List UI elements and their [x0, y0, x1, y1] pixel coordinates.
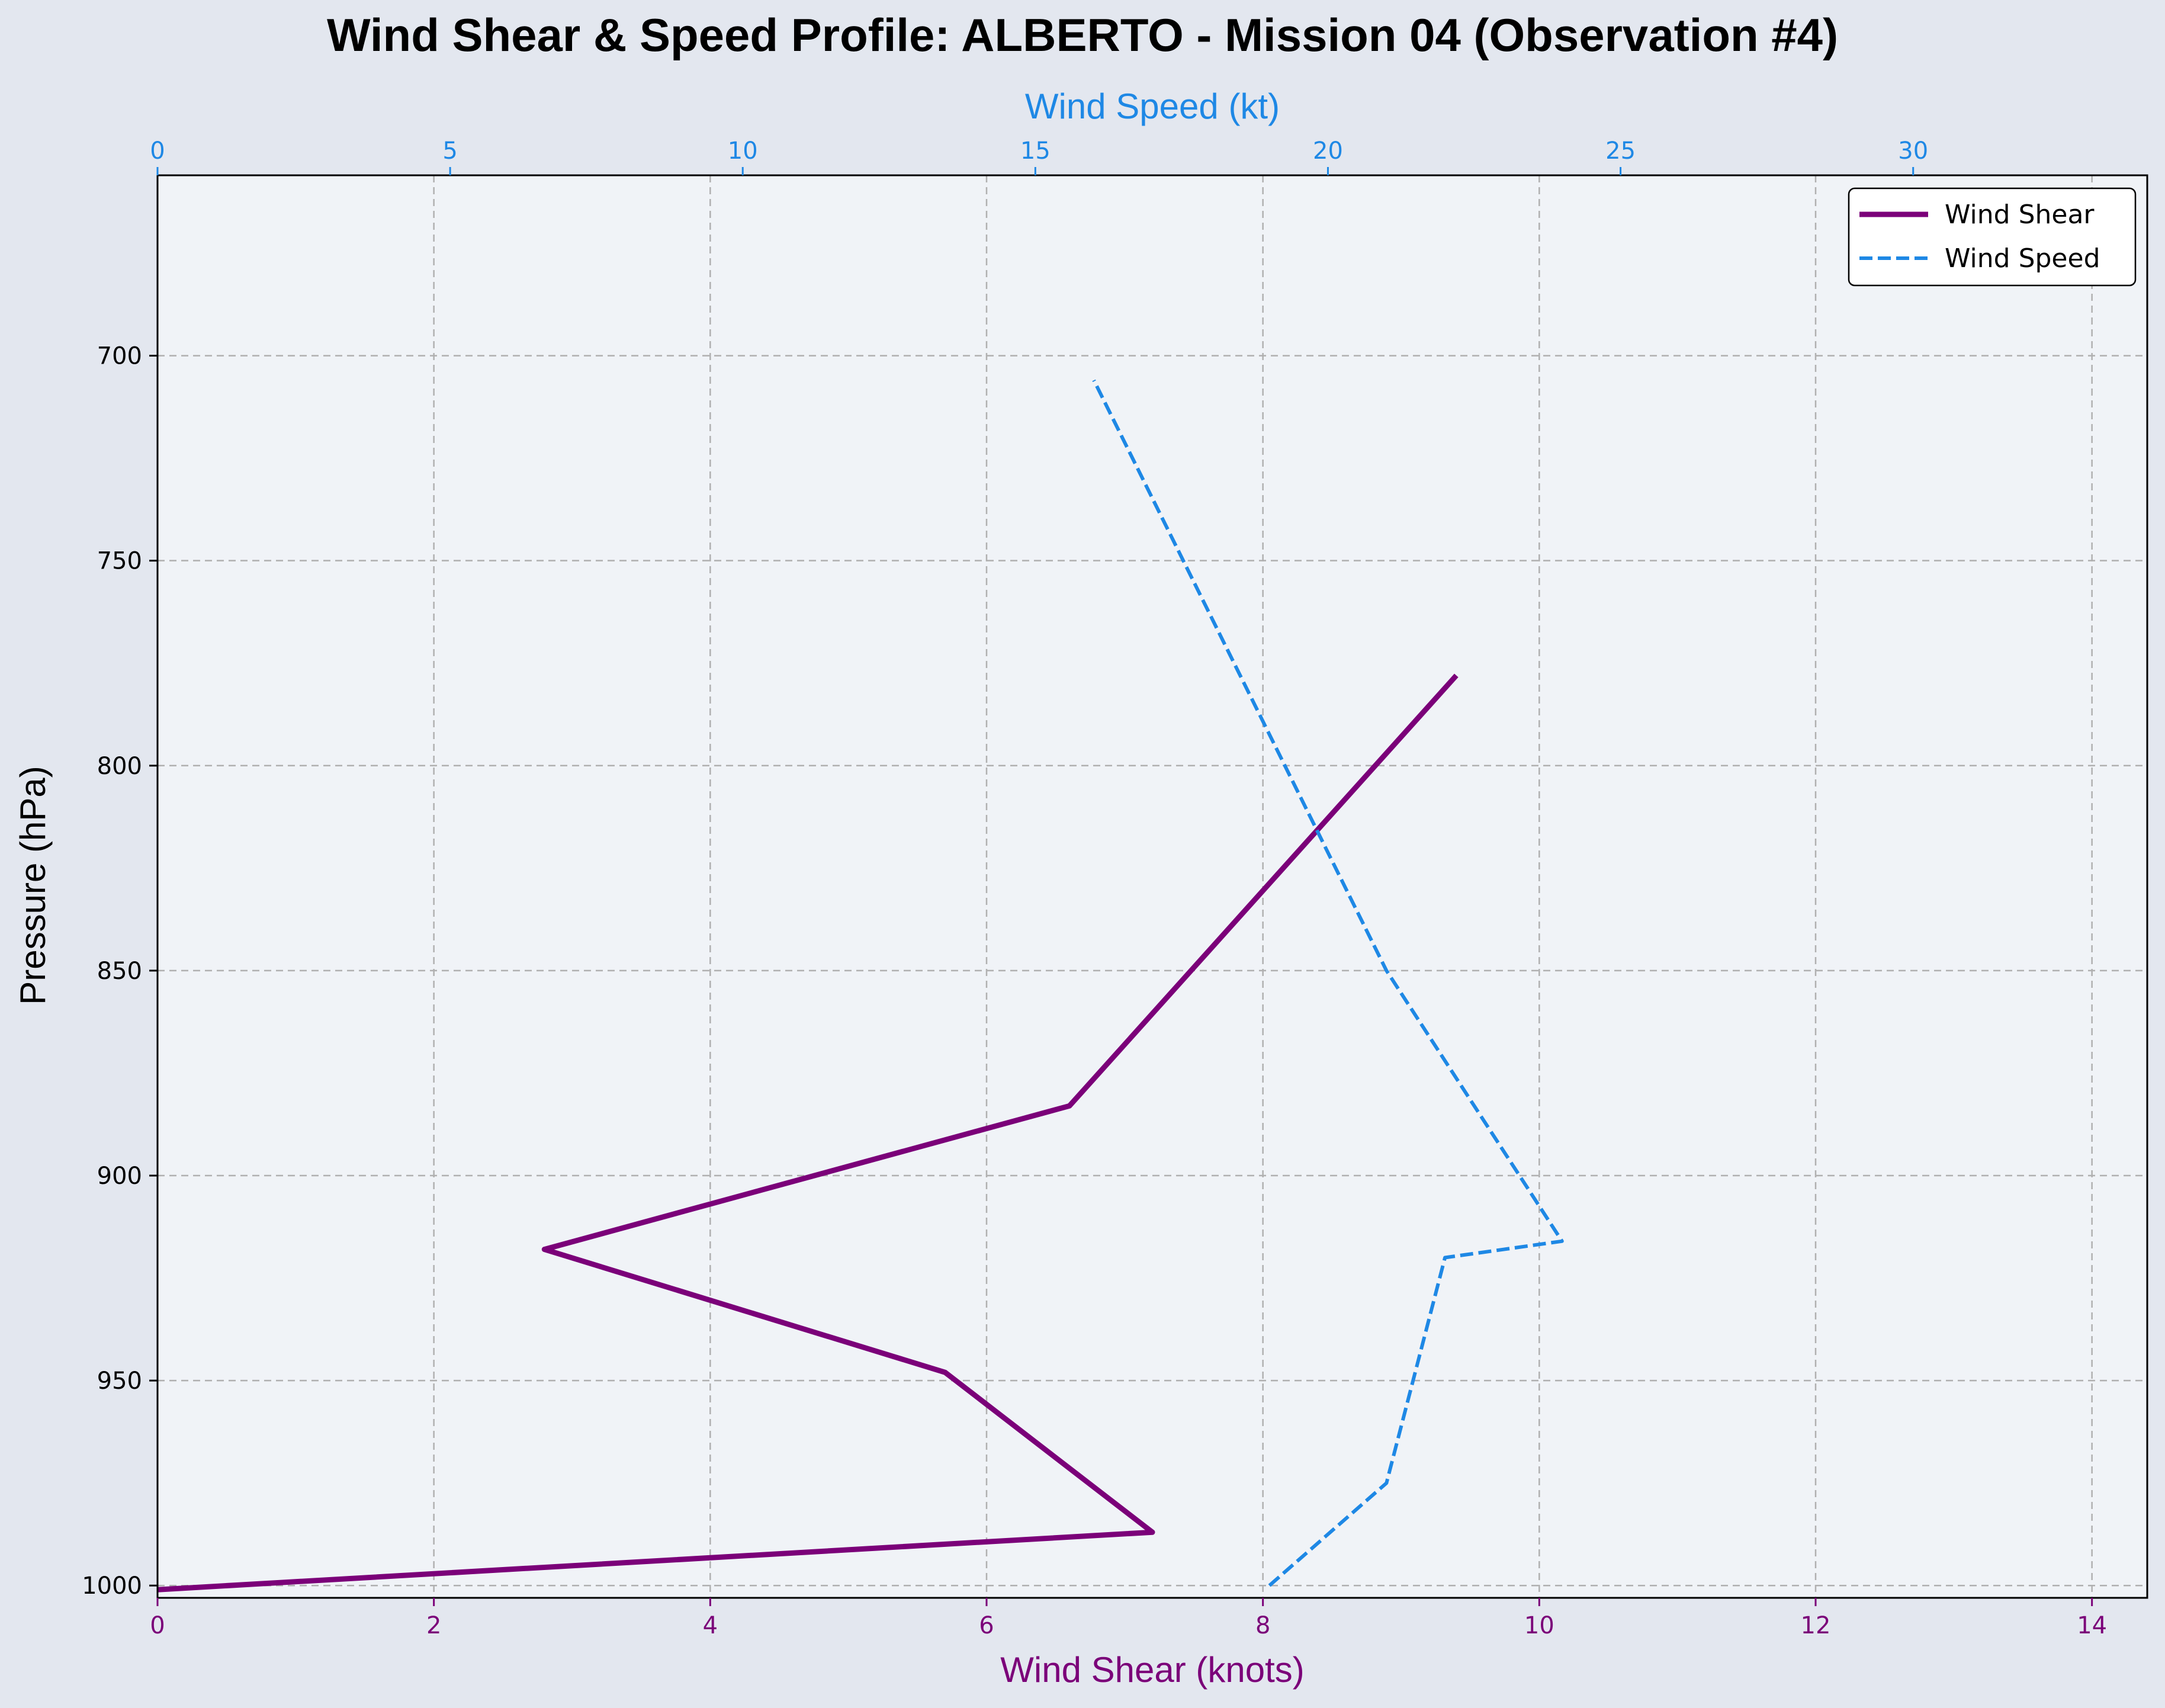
plot-frame	[156, 174, 2148, 1599]
y-tick-label: 700	[97, 343, 142, 370]
x-bottom-tick-label: 10	[1524, 1612, 1554, 1639]
series-layer	[157, 379, 1564, 1593]
x-top-tick-label: 25	[1605, 137, 1636, 165]
ticks: 0 2 4 6 8 10 12 14 700 750 800 850 900 950 1000 0 5 10 15 2…	[82, 137, 2107, 1639]
x-top-tick-label: 0	[150, 137, 165, 165]
y-tick-label: 750	[97, 548, 142, 575]
legend-label-wind-shear: Wind Shear	[1945, 200, 2095, 230]
x-bottom-tick-label: 6	[979, 1612, 994, 1639]
x-top-tick-label: 30	[1898, 137, 1928, 165]
y-tick-label: 950	[97, 1367, 142, 1395]
x-bottom-tick-label: 12	[1801, 1612, 1831, 1639]
y-axis-label: Pressure (hPa)	[13, 766, 53, 1004]
chart-title: Wind Shear & Speed Profile: ALBERTO - Mi…	[327, 9, 1838, 61]
x-bottom-tick-label: 14	[2077, 1612, 2107, 1639]
x-bottom-tick-label: 2	[426, 1612, 441, 1639]
x-top-tick-label: 15	[1020, 137, 1051, 165]
x-bottom-tick-label: 0	[150, 1612, 165, 1639]
grid	[156, 175, 2147, 1598]
series-line-wind-shear	[157, 673, 1459, 1593]
legend: Wind Shear Wind Speed	[1848, 187, 2137, 287]
y-tick-label: 850	[97, 958, 142, 985]
legend-label-wind-speed: Wind Speed	[1945, 243, 2100, 274]
x-bottom-tick-label: 4	[703, 1612, 718, 1639]
x-top-tick-label: 20	[1313, 137, 1343, 165]
x-top-tick-label: 10	[728, 137, 758, 165]
plot-area	[158, 175, 2147, 1598]
x-axis-top-label: Wind Speed (kt)	[1025, 86, 1280, 126]
y-tick-label: 900	[97, 1163, 142, 1190]
series-line-wind-speed	[1092, 379, 1564, 1587]
x-bottom-tick-label: 8	[1255, 1612, 1270, 1639]
x-axis-bottom-label: Wind Shear (knots)	[1000, 1650, 1305, 1690]
y-tick-label: 1000	[82, 1572, 142, 1600]
x-top-tick-label: 5	[442, 137, 457, 165]
y-tick-label: 800	[97, 753, 142, 780]
